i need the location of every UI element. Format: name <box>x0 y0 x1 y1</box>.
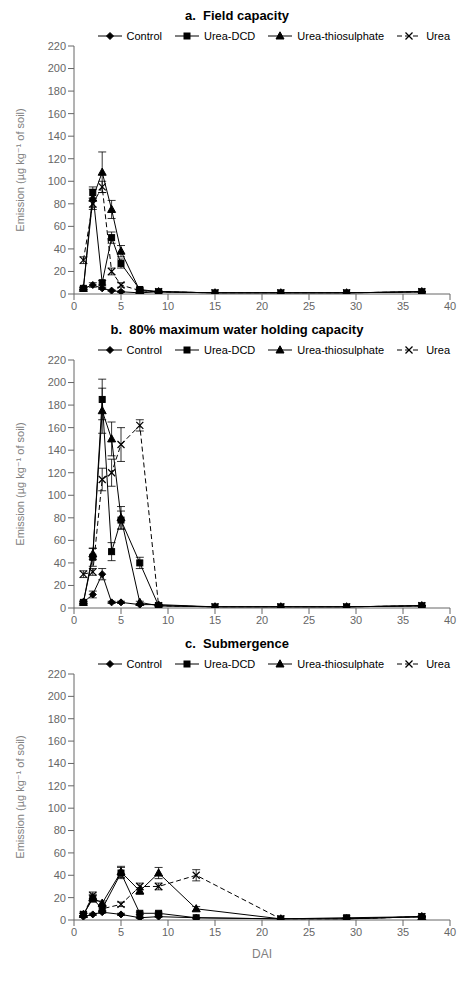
html-text:Urea: Urea <box>426 658 450 670</box>
svg-text:25: 25 <box>303 300 315 312</box>
html-text:Urea-DCD: Urea-DCD <box>204 658 256 670</box>
svg-text:60: 60 <box>54 220 66 232</box>
svg-text:0: 0 <box>71 614 77 626</box>
svg-text:180: 180 <box>48 85 66 97</box>
svg-text:0: 0 <box>71 300 77 312</box>
svg-text:20: 20 <box>256 614 268 626</box>
svg-text:200: 200 <box>48 62 66 74</box>
svg-text:0: 0 <box>60 288 66 300</box>
svg-text:40: 40 <box>54 243 66 255</box>
svg-text:20: 20 <box>54 265 66 277</box>
svg-text:DAI: DAI <box>252 947 272 961</box>
svg-text:5: 5 <box>118 926 124 938</box>
html-text:Urea-thiosulphate: Urea-thiosulphate <box>297 658 385 670</box>
svg-text:20: 20 <box>54 892 66 904</box>
svg-text:200: 200 <box>48 690 66 702</box>
svg-text:0: 0 <box>60 914 66 926</box>
html-text:a. Field capacity: a. Field capacity <box>185 8 289 23</box>
svg-text:40: 40 <box>444 300 456 312</box>
svg-text:180: 180 <box>48 399 66 411</box>
svg-text:100: 100 <box>48 802 66 814</box>
svg-text:140: 140 <box>48 444 66 456</box>
html-text:Control: Control <box>126 30 162 42</box>
svg-text:120: 120 <box>48 153 66 165</box>
svg-text:10: 10 <box>162 300 174 312</box>
html-text:Urea-thiosulphate: Urea-thiosulphate <box>297 344 385 356</box>
html-text:Control: Control <box>126 658 162 670</box>
svg-text:60: 60 <box>54 534 66 546</box>
svg-text:40: 40 <box>54 869 66 881</box>
svg-text:10: 10 <box>162 614 174 626</box>
svg-text:30: 30 <box>350 926 362 938</box>
html-text:Urea-DCD: Urea-DCD <box>204 344 256 356</box>
svg-text:120: 120 <box>48 780 66 792</box>
svg-text:180: 180 <box>48 713 66 725</box>
html-text:Control: Control <box>126 344 162 356</box>
svg-text:220: 220 <box>48 40 66 52</box>
svg-text:25: 25 <box>303 926 315 938</box>
svg-text:5: 5 <box>118 614 124 626</box>
html-text:b. 80% maximum water holding c: b. 80% maximum water holding capacity <box>110 322 364 337</box>
svg-text:80: 80 <box>54 512 66 524</box>
svg-text:30: 30 <box>350 300 362 312</box>
svg-text:120: 120 <box>48 467 66 479</box>
svg-text:60: 60 <box>54 847 66 859</box>
html-text:Urea: Urea <box>426 30 450 42</box>
html-text:c. Submergence: c. Submergence <box>185 636 289 651</box>
svg-text:25: 25 <box>303 614 315 626</box>
svg-text:15: 15 <box>209 300 221 312</box>
svg-text:40: 40 <box>444 614 456 626</box>
svg-text:35: 35 <box>397 300 409 312</box>
svg-text:15: 15 <box>209 926 221 938</box>
svg-text:5: 5 <box>118 300 124 312</box>
svg-text:160: 160 <box>48 735 66 747</box>
html-text:Urea: Urea <box>426 344 450 356</box>
svg-text:160: 160 <box>48 422 66 434</box>
svg-text:Emission (µg kg⁻¹ of soil): Emission (µg kg⁻¹ of soil) <box>14 735 26 858</box>
svg-text:20: 20 <box>54 579 66 591</box>
svg-text:80: 80 <box>54 824 66 836</box>
svg-text:0: 0 <box>60 602 66 614</box>
svg-text:40: 40 <box>54 557 66 569</box>
svg-text:10: 10 <box>162 926 174 938</box>
svg-text:Emission (µg kg⁻¹ of soil): Emission (µg kg⁻¹ of soil) <box>14 422 26 545</box>
svg-text:35: 35 <box>397 614 409 626</box>
svg-text:160: 160 <box>48 108 66 120</box>
svg-text:220: 220 <box>48 354 66 366</box>
svg-text:15: 15 <box>209 614 221 626</box>
svg-text:20: 20 <box>256 300 268 312</box>
svg-text:80: 80 <box>54 198 66 210</box>
svg-text:140: 140 <box>48 757 66 769</box>
svg-text:35: 35 <box>397 926 409 938</box>
svg-text:40: 40 <box>444 926 456 938</box>
svg-text:100: 100 <box>48 489 66 501</box>
svg-text:100: 100 <box>48 175 66 187</box>
svg-text:220: 220 <box>48 668 66 680</box>
svg-text:Emission (µg kg⁻¹ of soil): Emission (µg kg⁻¹ of soil) <box>14 108 26 231</box>
svg-text:200: 200 <box>48 376 66 388</box>
svg-text:30: 30 <box>350 614 362 626</box>
svg-text:20: 20 <box>256 926 268 938</box>
svg-text:140: 140 <box>48 130 66 142</box>
svg-text:0: 0 <box>71 926 77 938</box>
html-text:Urea-thiosulphate: Urea-thiosulphate <box>297 30 385 42</box>
html-text:Urea-DCD: Urea-DCD <box>204 30 256 42</box>
